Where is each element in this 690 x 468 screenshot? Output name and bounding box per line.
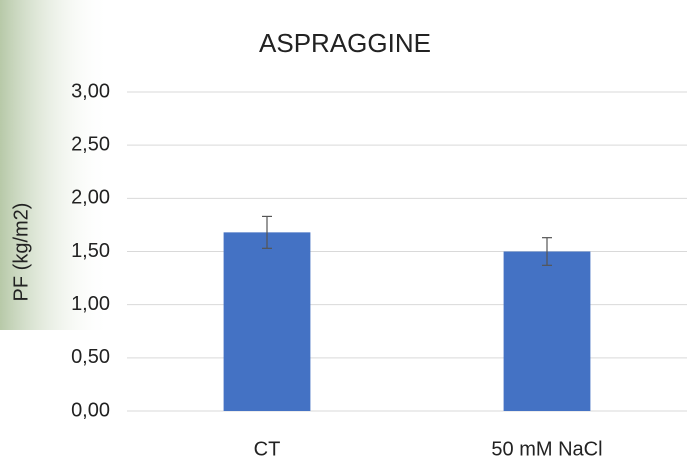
y-tick-label: 0,50 [71, 346, 110, 368]
y-axis-label: PF (kg/m2) [10, 203, 32, 302]
bar [224, 232, 311, 411]
y-tick-label: 3,00 [71, 80, 110, 102]
chart: ASPRAGGINE PF (kg/m2) 0,00 0,50 1,00 1,50 2,… [0, 0, 690, 468]
y-tick-label: 1,50 [71, 240, 110, 262]
y-tick-label: 0,00 [71, 399, 110, 421]
x-tick-label: 50 mM NaCl [491, 438, 602, 460]
chart-title: ASPRAGGINE [259, 28, 431, 58]
page: {"chart_data": {"type": "bar", "title": … [0, 0, 690, 468]
x-tick-label: CT [254, 438, 281, 460]
y-tick-label: 2,50 [71, 133, 110, 155]
y-tick-label: 1,00 [71, 293, 110, 315]
bar [504, 252, 591, 412]
y-tick-label: 2,00 [71, 187, 110, 209]
